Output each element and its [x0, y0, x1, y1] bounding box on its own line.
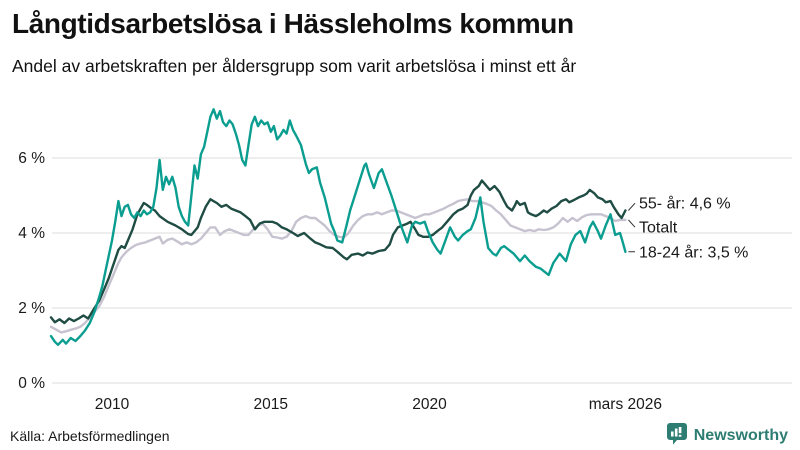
- y-tick-label: 6 %: [18, 150, 45, 167]
- source-note: Källa: Arbetsförmedlingen: [10, 428, 170, 444]
- chart-gridlines: [52, 157, 792, 384]
- y-tick-label: 0 %: [18, 375, 45, 392]
- y-axis-tick-labels: 0 % 2 % 4 % 6 %: [18, 150, 45, 392]
- x-axis-tick-labels: 2010 2015 2020 mars 2026: [95, 396, 662, 413]
- y-tick-label: 2 %: [18, 300, 45, 317]
- chart-subtitle: Andel av arbetskraften per åldersgrupp s…: [12, 56, 577, 76]
- newsworthy-wordmark: Newsworthy: [693, 427, 788, 444]
- x-tick-label: 2015: [254, 396, 288, 413]
- series-line-55-r: [49, 179, 627, 325]
- series-line-18-24r: [49, 108, 627, 346]
- newsworthy-logo-icon: [666, 422, 688, 450]
- x-tick-label: 2020: [412, 396, 447, 413]
- series-end-labels: 55- år: 4,6 % Totalt 18-24 år: 3,5 %: [628, 195, 748, 261]
- end-label-Totalt: Totalt: [639, 220, 678, 237]
- end-label-18-24r: 18-24 år: 3,5 %: [639, 243, 748, 261]
- x-tick-label: mars 2026: [589, 396, 662, 413]
- chart-series: [49, 108, 627, 346]
- end-label-55-r: 55- år: 4,6 %: [639, 195, 731, 213]
- newsworthy-brand: Newsworthy: [666, 422, 788, 450]
- x-tick-label: 2010: [95, 396, 130, 413]
- page-title: Långtidsarbetslösa i Hässleholms kommun: [12, 8, 574, 39]
- series-line-Totalt: [49, 198, 627, 334]
- y-tick-label: 4 %: [18, 225, 45, 242]
